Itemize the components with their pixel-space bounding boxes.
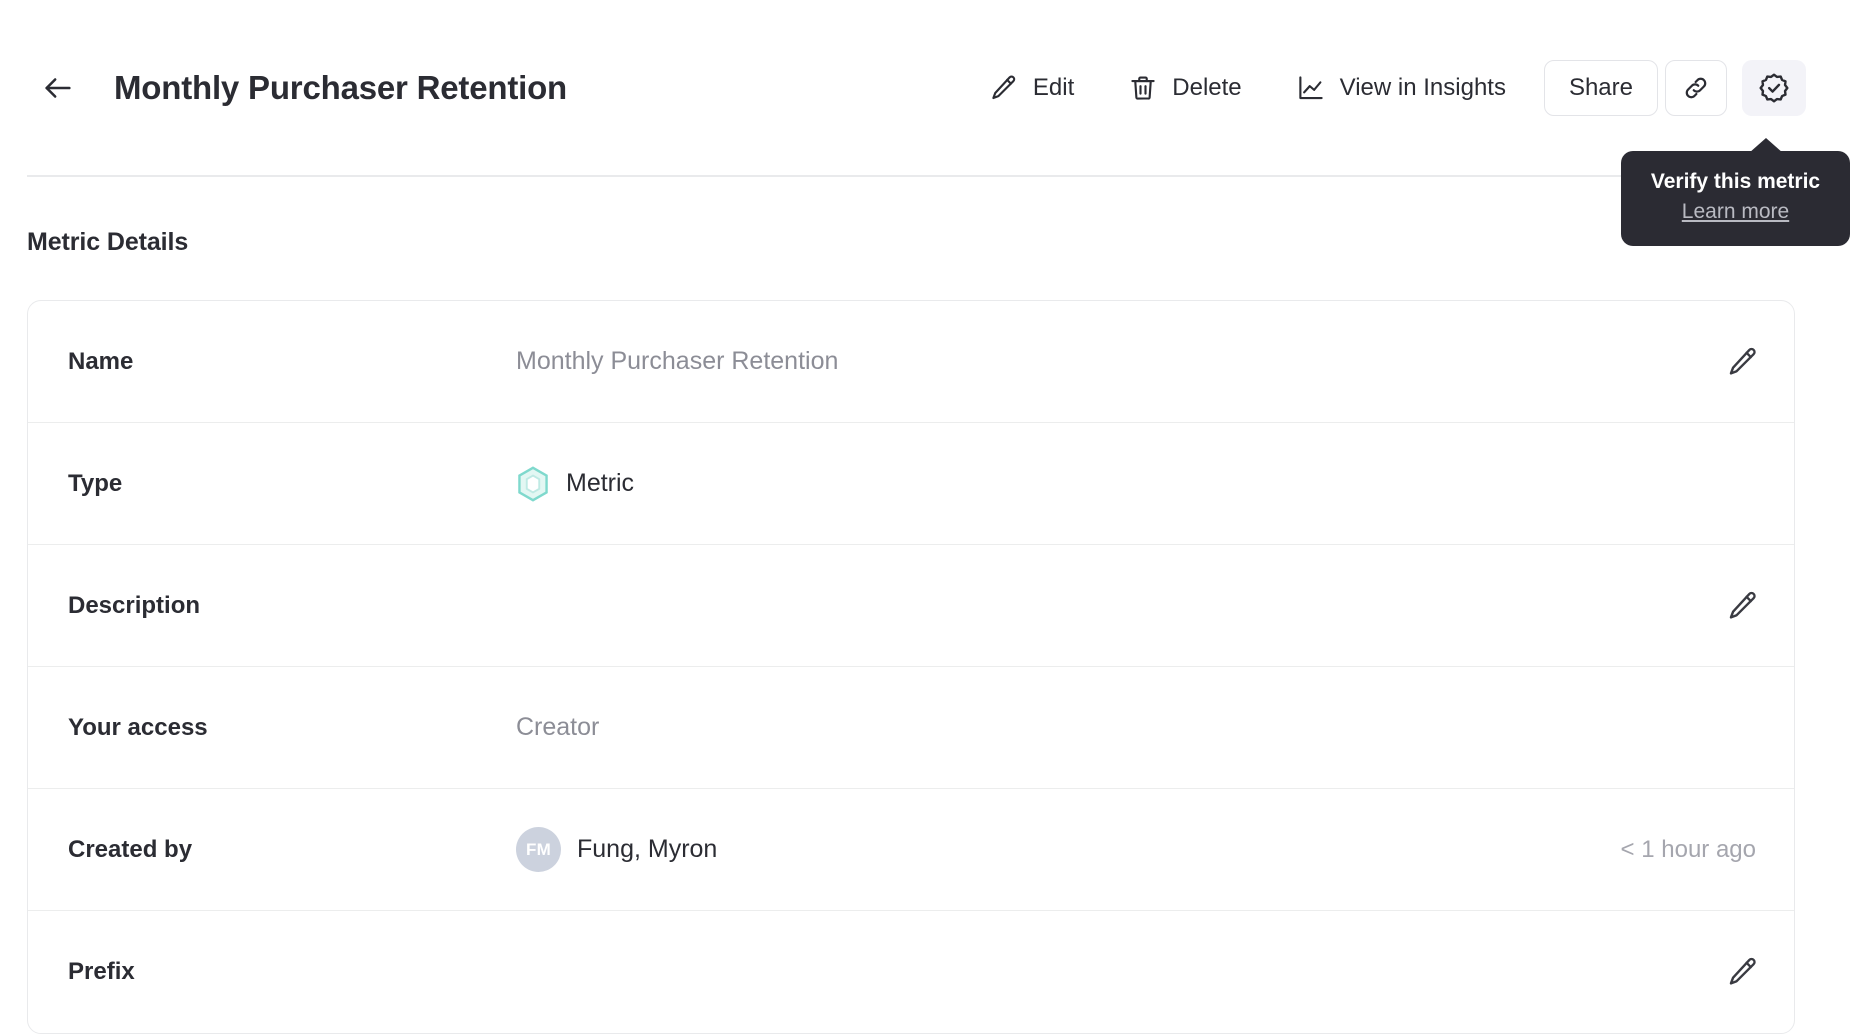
view-in-insights-label: View in Insights xyxy=(1339,73,1506,101)
row-value-name: Monthly Purchaser Retention xyxy=(516,347,839,375)
header-bar: Monthly Purchaser Retention Edit xyxy=(27,0,1823,177)
back-button[interactable] xyxy=(35,65,81,111)
creator-name: Fung, Myron xyxy=(577,835,718,863)
row-value-type: Metric xyxy=(516,465,1768,502)
verify-tooltip: Verify this metric Learn more xyxy=(1621,138,1850,247)
verify-metric-button[interactable] xyxy=(1742,59,1806,116)
delete-button[interactable]: Delete xyxy=(1112,63,1257,113)
table-row: Created by FM Fung, Myron < 1 hour ago xyxy=(28,789,1794,911)
link-icon xyxy=(1681,73,1711,103)
delete-label: Delete xyxy=(1172,73,1242,101)
line-chart-icon xyxy=(1296,73,1326,103)
edit-label: Edit xyxy=(1032,73,1075,101)
trash-icon xyxy=(1128,73,1158,103)
row-label-description: Description xyxy=(68,591,201,619)
tooltip-learn-more-link[interactable]: Learn more xyxy=(1681,200,1790,224)
hexagon-metric-icon xyxy=(516,465,550,502)
row-label-type: Type xyxy=(68,469,123,497)
pencil-icon xyxy=(1726,345,1760,379)
arrow-left-icon xyxy=(41,71,75,105)
row-value-created-by: FM Fung, Myron xyxy=(516,827,1621,872)
metric-details-card: Name Monthly Purchaser Retention Type Me… xyxy=(27,300,1795,1034)
edit-description-button[interactable] xyxy=(1718,581,1768,631)
pencil-icon xyxy=(989,73,1019,103)
section-title: Metric Details xyxy=(27,228,189,256)
page-header: Monthly Purchaser Retention Edit xyxy=(0,0,1850,247)
table-row: Type Metric xyxy=(28,423,1794,545)
table-row: Name Monthly Purchaser Retention xyxy=(28,301,1794,423)
row-label-created-by: Created by xyxy=(68,835,193,863)
avatar: FM xyxy=(516,827,561,872)
badge-check-icon xyxy=(1757,71,1791,105)
edit-name-button[interactable] xyxy=(1718,337,1768,387)
row-label-prefix: Prefix xyxy=(68,958,135,985)
view-in-insights-button[interactable]: View in Insights xyxy=(1280,63,1522,113)
page-title: Monthly Purchaser Retention xyxy=(114,68,567,106)
pencil-icon xyxy=(1726,955,1760,989)
copy-link-button[interactable] xyxy=(1665,59,1727,116)
table-row: Your access Creator xyxy=(28,667,1794,789)
created-timestamp: < 1 hour ago xyxy=(1620,835,1756,863)
row-label-your-access: Your access xyxy=(68,713,208,741)
edit-prefix-button[interactable] xyxy=(1718,947,1768,997)
pencil-icon xyxy=(1726,589,1760,623)
table-row: Prefix xyxy=(28,911,1794,1033)
row-value-your-access: Creator xyxy=(516,713,600,741)
type-label: Metric xyxy=(566,469,635,497)
edit-button[interactable]: Edit xyxy=(973,63,1090,113)
table-row: Description xyxy=(28,545,1794,667)
row-label-name: Name xyxy=(68,347,134,375)
share-button[interactable]: Share xyxy=(1543,59,1658,116)
header-toolbar: Edit Delete xyxy=(973,59,1823,116)
tooltip-title: Verify this metric xyxy=(1650,170,1821,193)
tooltip-arrow xyxy=(1749,138,1783,153)
